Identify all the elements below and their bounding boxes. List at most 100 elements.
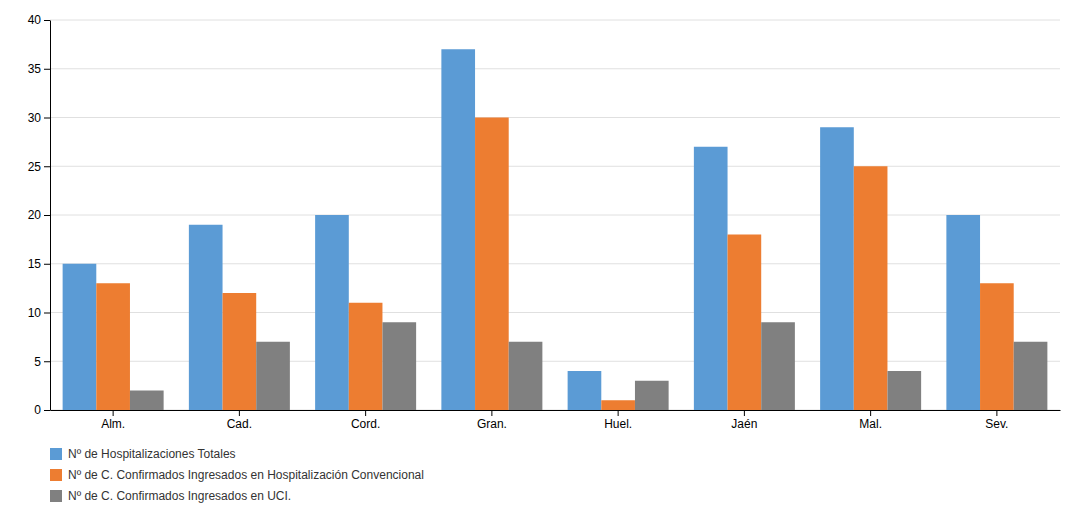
bar [854,166,888,410]
legend-swatch [50,469,62,481]
y-tick-mark [44,118,50,119]
y-tick-label: 25 [28,160,42,174]
bar [946,215,980,410]
y-tick-label: 0 [34,403,41,417]
x-axis: Alm. Cad. Cord. Gran. Huel. Jaén Mal. Sev. [51,410,1061,431]
x-tick: Jaén [731,410,757,431]
y-tick-mark [44,69,50,70]
y-tick: 20 [28,208,50,222]
x-tick-mark [239,410,240,416]
x-tick-label: Jaén [731,417,757,431]
series [130,322,1047,410]
series [96,118,1013,411]
bars [63,49,1048,410]
grid-line [50,166,1060,167]
grid-line [50,20,1060,21]
y-tick: 10 [28,306,50,320]
bar [63,264,97,410]
x-tick: Mal. [859,410,882,431]
y-axis: 0 5 10 15 20 25 30 35 40 [28,13,51,417]
y-tick-label: 35 [28,62,42,76]
bar [980,283,1014,410]
legend-label: Nº de C. Confirmados Ingresados en UCI. [68,489,291,503]
x-tick-mark [744,410,745,416]
y-tick: 35 [28,62,50,76]
legend-swatch [50,490,62,502]
x-tick: Sev. [985,410,1008,431]
y-axis-line [50,21,51,411]
bar [315,215,349,410]
y-tick-label: 15 [28,257,42,271]
y-tick-mark [44,264,50,265]
bar [96,283,130,410]
y-tick-mark [44,361,50,362]
bar [820,127,854,410]
legend-swatch [50,448,62,460]
y-tick: 0 [34,403,50,417]
bar [601,400,635,410]
x-tick: Cord. [351,410,380,431]
y-tick-label: 5 [34,355,41,369]
bar [130,391,164,411]
x-tick-label: Sev. [985,417,1008,431]
legend-item: Nº de C. Confirmados Ingresados en Hospi… [50,468,424,482]
x-tick-mark [618,410,619,416]
y-tick-mark [44,215,50,216]
bar [887,371,921,410]
bar [223,293,257,410]
y-tick: 30 [28,111,50,125]
bar [1014,342,1048,410]
x-tick: Huel. [604,410,632,431]
x-tick: Alm. [101,410,125,431]
x-tick-label: Gran. [477,417,507,431]
bar [189,225,223,410]
x-tick: Gran. [477,410,507,431]
x-tick-label: Alm. [101,417,125,431]
y-tick-label: 30 [28,111,42,125]
x-tick-mark [996,410,997,416]
y-tick-label: 20 [28,208,42,222]
x-tick-label: Cad. [227,417,252,431]
bar [256,342,290,410]
x-tick-label: Huel. [604,417,632,431]
y-tick: 25 [28,160,50,174]
x-tick-label: Cord. [351,417,380,431]
y-tick: 40 [28,13,50,27]
y-tick: 5 [34,355,50,369]
legend: Nº de Hospitalizaciones Totales Nº de C. … [50,447,424,503]
x-tick-mark [870,410,871,416]
grid-line [50,215,1060,216]
legend-item: Nº de C. Confirmados Ingresados en UCI. [50,489,291,503]
x-tick-mark [491,410,492,416]
y-tick-mark [44,166,50,167]
x-tick-mark [365,410,366,416]
y-tick-label: 10 [28,306,42,320]
legend-item: Nº de Hospitalizaciones Totales [50,447,236,461]
bar [382,322,416,410]
bar [694,147,728,410]
series [63,49,980,410]
y-tick-mark [44,410,50,411]
bar [568,371,602,410]
y-tick-mark [44,20,50,21]
bar [728,235,762,411]
plot: 0 5 10 15 20 25 30 35 40 Alm. Cad. Cord. Gran. Huel. J… [28,13,1061,430]
legend-label: Nº de C. Confirmados Ingresados en Hospi… [68,468,424,482]
x-tick-label: Mal. [859,417,882,431]
y-tick-mark [44,313,50,314]
y-tick-label: 40 [28,13,42,27]
x-tick-mark [113,410,114,416]
bar [509,342,543,410]
bar [761,322,795,410]
bar [475,118,509,411]
x-axis-line [51,410,1061,411]
bar [635,381,669,410]
grid [50,20,1060,410]
x-tick: Cad. [227,410,252,431]
legend-label: Nº de Hospitalizaciones Totales [68,447,236,461]
chart: 0 5 10 15 20 25 30 35 40 Alm. Cad. Cord. Gran. Huel. J… [0,0,1080,523]
bar [349,303,383,410]
grid-line [50,68,1060,69]
grid-line [50,117,1060,118]
bar [441,49,475,410]
